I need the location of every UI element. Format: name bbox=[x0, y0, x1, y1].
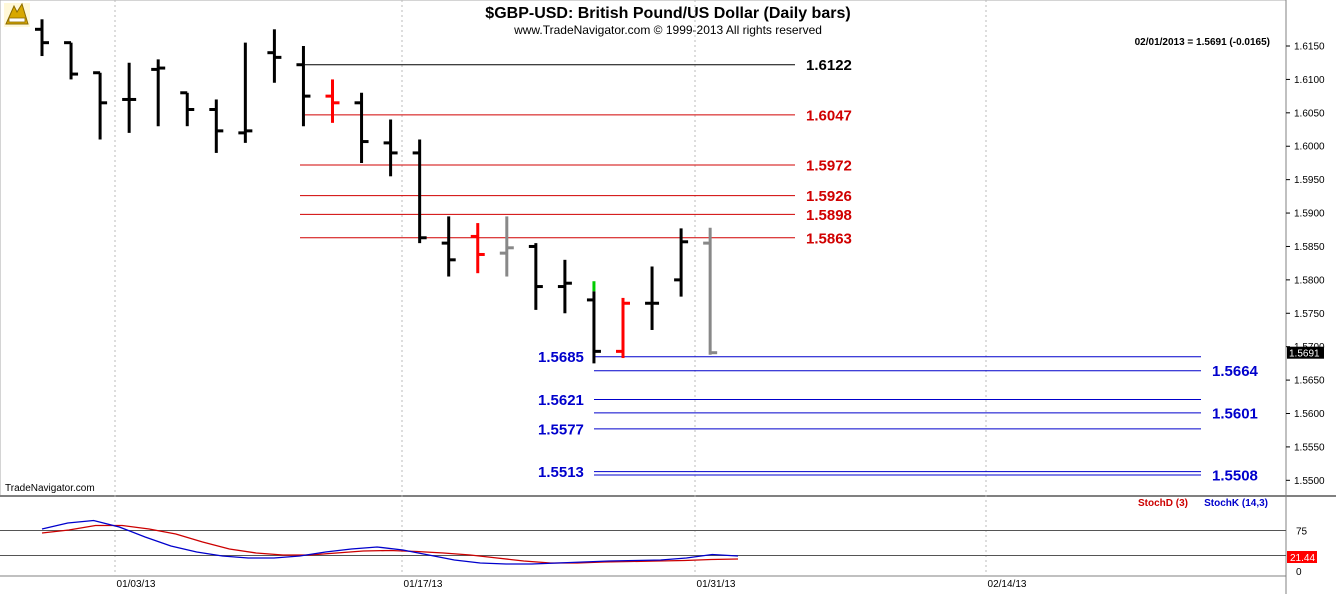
ohlc-bar bbox=[35, 19, 49, 57]
price-levels: 1.6122 1.6047 1.5972 1.5926 1.5898 1.5863 1.56… bbox=[300, 57, 1259, 484]
stoch-current-value: 21.44 bbox=[1290, 553, 1315, 564]
current-price-marker: 1.5691 bbox=[1287, 346, 1324, 360]
price-panel-frame bbox=[0, 0, 1287, 497]
support-label: 1.5513 bbox=[538, 464, 584, 481]
resistance-label: 1.5863 bbox=[806, 230, 852, 247]
resistance-label: 1.5898 bbox=[806, 207, 852, 224]
support-label: 1.5685 bbox=[538, 349, 584, 366]
stochD-legend: StochD (3) bbox=[1138, 498, 1188, 509]
price-tick-label: 1.6000 bbox=[1294, 142, 1325, 153]
support-label: 1.5508 bbox=[1212, 467, 1258, 484]
ohlc-bar bbox=[296, 46, 311, 127]
copyright-text: www.TradeNavigator.com © 1999-2013 All r… bbox=[513, 23, 822, 37]
support-label: 1.5664 bbox=[1212, 363, 1259, 380]
resistance-label: 1.6047 bbox=[806, 107, 852, 124]
ohlc-bar bbox=[267, 29, 282, 83]
price-tick-label: 1.5550 bbox=[1294, 442, 1325, 453]
ohlc-bar bbox=[383, 119, 398, 177]
ohlc-bar bbox=[586, 281, 601, 364]
ohlc-bar bbox=[499, 216, 514, 277]
date-tick-label: 01/03/13 bbox=[117, 579, 156, 590]
ohlc-bar bbox=[354, 92, 369, 163]
ohlc-bar bbox=[238, 42, 253, 143]
price-tick-label: 1.5500 bbox=[1294, 476, 1325, 487]
resistance-label: 1.6122 bbox=[806, 57, 852, 74]
stochK-line bbox=[41, 519, 739, 565]
date-tick-label: 02/14/13 bbox=[988, 579, 1027, 590]
date-tick-label: 01/31/13 bbox=[697, 579, 736, 590]
ohlc-bar bbox=[441, 216, 456, 277]
last-value-readout: 02/01/2013 = 1.5691 (-0.0165) bbox=[1135, 37, 1270, 48]
stoch-tick-label: 75 bbox=[1296, 527, 1308, 538]
resistance-label: 1.5972 bbox=[806, 157, 852, 174]
ohlc-bar bbox=[470, 223, 485, 274]
current-price-label: 1.5691 bbox=[1289, 349, 1320, 360]
ohlc-bars bbox=[35, 19, 718, 364]
ohlc-bar bbox=[703, 227, 718, 355]
price-tick-label: 1.5950 bbox=[1294, 175, 1325, 186]
support-label: 1.5577 bbox=[538, 421, 584, 438]
ohlc-bar bbox=[557, 259, 572, 314]
ohlc-bar bbox=[325, 79, 340, 123]
price-tick-label: 1.5650 bbox=[1294, 376, 1325, 387]
ohlc-bar bbox=[528, 243, 543, 310]
stochD-line bbox=[41, 524, 739, 564]
ohlc-bar bbox=[645, 266, 660, 330]
resistance-label: 1.5926 bbox=[806, 188, 852, 205]
date-axis-ticks: 01/03/13 01/17/13 01/31/13 02/14/13 bbox=[117, 579, 1027, 590]
ohlc-bar bbox=[616, 297, 630, 359]
ohlc-bar bbox=[151, 59, 166, 127]
vertical-gridlines bbox=[114, 0, 987, 576]
ohlc-bar bbox=[64, 41, 79, 80]
price-axis-ticks: 1.6150 1.6100 1.6050 1.6000 1.5950 1.5900 1.58… bbox=[1286, 42, 1325, 487]
ohlc-bar bbox=[93, 71, 108, 140]
stoch-current-marker: 21.44 bbox=[1287, 551, 1317, 564]
price-tick-label: 1.6150 bbox=[1294, 42, 1325, 53]
ohlc-bar bbox=[122, 62, 137, 133]
support-label: 1.5601 bbox=[1212, 405, 1258, 422]
stoch-tick-label: 0 bbox=[1296, 567, 1302, 578]
stochK-legend: StochK (14,3) bbox=[1204, 498, 1268, 509]
price-tick-label: 1.5850 bbox=[1294, 242, 1325, 253]
ohlc-bar bbox=[209, 99, 224, 153]
ohlc-bar bbox=[412, 139, 427, 244]
chart-title: $GBP-USD: British Pound/US Dollar (Daily… bbox=[485, 5, 850, 22]
ohlc-bar bbox=[674, 228, 689, 297]
app-logo-icon[interactable] bbox=[4, 2, 30, 27]
date-tick-label: 01/17/13 bbox=[404, 579, 443, 590]
price-tick-label: 1.5600 bbox=[1294, 409, 1325, 420]
stochastic-panel: 75 0 bbox=[0, 519, 1308, 578]
price-tick-label: 1.5800 bbox=[1294, 275, 1325, 286]
support-label: 1.5621 bbox=[538, 392, 584, 409]
ohlc-bar bbox=[180, 91, 195, 127]
price-tick-label: 1.6100 bbox=[1294, 75, 1325, 86]
price-tick-label: 1.5750 bbox=[1294, 309, 1325, 320]
brand-label: TradeNavigator.com bbox=[5, 483, 95, 494]
price-tick-label: 1.5900 bbox=[1294, 209, 1325, 220]
price-tick-label: 1.6050 bbox=[1294, 108, 1325, 119]
